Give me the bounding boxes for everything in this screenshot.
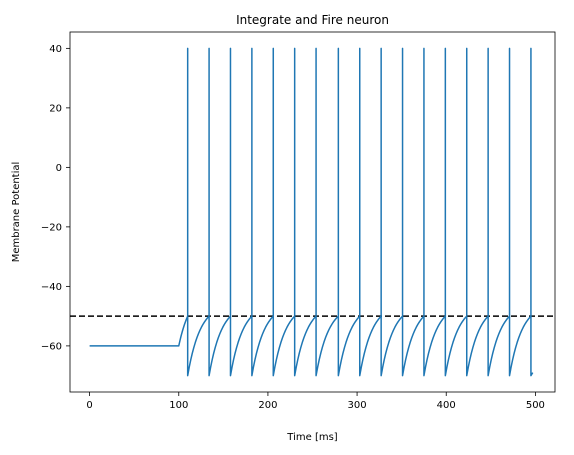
axes-frame — [69, 31, 556, 393]
y-tick-label: 40 — [49, 44, 62, 55]
x-tick-label: 500 — [526, 400, 545, 411]
x-axis-label: Time [ms] — [286, 432, 338, 443]
y-axis: −60 −40 −20 0 20 40 — [41, 44, 70, 352]
chart-title: Integrate and Fire neuron — [236, 13, 389, 27]
membrane-potential-line — [89, 47, 534, 377]
x-axis: 0 100 200 300 400 500 — [86, 392, 545, 411]
x-tick-label: 300 — [348, 400, 367, 411]
plot-area — [69, 31, 556, 393]
y-tick-label: −20 — [41, 222, 62, 233]
y-axis-label: Membrane Potential — [11, 162, 22, 263]
x-tick-label: 400 — [437, 400, 456, 411]
x-tick-label: 200 — [258, 400, 277, 411]
x-tick-label: 100 — [169, 400, 188, 411]
y-tick-label: 20 — [49, 103, 62, 114]
y-tick-label: 0 — [56, 163, 62, 174]
x-tick-label: 0 — [86, 400, 92, 411]
y-tick-label: −60 — [41, 341, 62, 352]
y-tick-label: −40 — [41, 282, 62, 293]
